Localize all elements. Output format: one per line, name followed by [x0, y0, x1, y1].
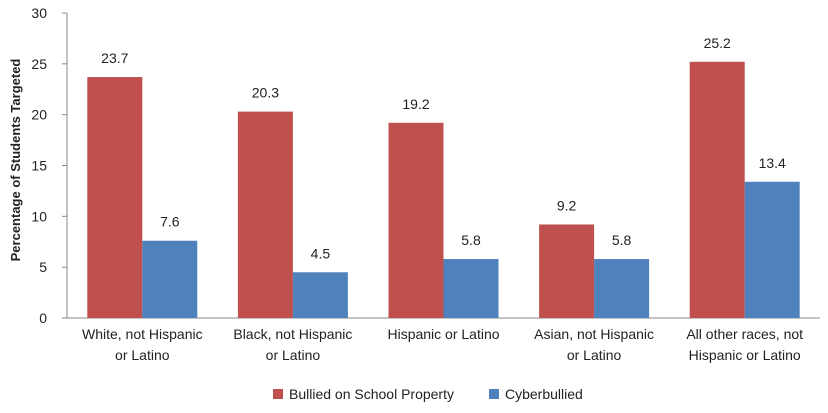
bar [744, 181, 800, 318]
data-label: 25.2 [704, 35, 731, 51]
bar [142, 240, 198, 318]
data-label: 23.7 [101, 50, 128, 66]
data-labels: 23.7 7.6 20.3 4.5 19.2 5.8 9.2 5.8 25.2 13.4 [101, 35, 786, 261]
data-label: 4.5 [311, 245, 331, 261]
bar [443, 259, 499, 318]
legend-label: Bullied on School Property [289, 386, 454, 402]
y-axis-title-group: Percentage of Students Targeted [8, 59, 23, 262]
data-label: 9.2 [557, 197, 577, 213]
bar [689, 61, 745, 319]
legend-label: Cyberbullied [505, 386, 583, 402]
bar [594, 259, 650, 318]
y-tick-label: 30 [31, 5, 47, 21]
y-axis-ticks: 0 5 10 15 20 25 30 [31, 5, 67, 326]
category-label: White, not Hispanic [82, 326, 203, 342]
bars [87, 61, 800, 319]
y-tick-label: 10 [31, 208, 47, 224]
legend: Bullied on School Property Cyberbullied [273, 386, 583, 402]
data-label: 19.2 [402, 96, 429, 112]
category-label: Black, not Hispanic [233, 326, 352, 342]
bar [292, 272, 348, 318]
data-label: 5.8 [612, 232, 632, 248]
legend-swatch [489, 389, 499, 399]
y-tick-label: 5 [39, 259, 47, 275]
data-label: 20.3 [252, 85, 279, 101]
category-labels: White, not Hispanic or Latino Black, not H… [82, 326, 803, 363]
y-tick-label: 25 [31, 56, 47, 72]
category-label: Hispanic or Latino [689, 347, 801, 363]
data-label: 13.4 [759, 155, 786, 171]
y-tick-label: 15 [31, 158, 47, 174]
data-label: 5.8 [461, 232, 481, 248]
category-label: Asian, not Hispanic [534, 326, 654, 342]
category-label: or Latino [567, 347, 622, 363]
bar [87, 77, 143, 318]
category-label: All other races, not [686, 326, 803, 342]
category-label: Hispanic or Latino [387, 326, 499, 342]
category-label: or Latino [266, 347, 321, 363]
y-tick-label: 0 [39, 310, 47, 326]
legend-swatch [273, 389, 283, 399]
bar [237, 111, 293, 318]
bar [539, 224, 595, 318]
data-label: 7.6 [160, 214, 180, 230]
category-label: or Latino [115, 347, 170, 363]
bar [388, 122, 444, 318]
y-tick-label: 20 [31, 107, 47, 123]
y-axis-title: Percentage of Students Targeted [8, 59, 23, 262]
